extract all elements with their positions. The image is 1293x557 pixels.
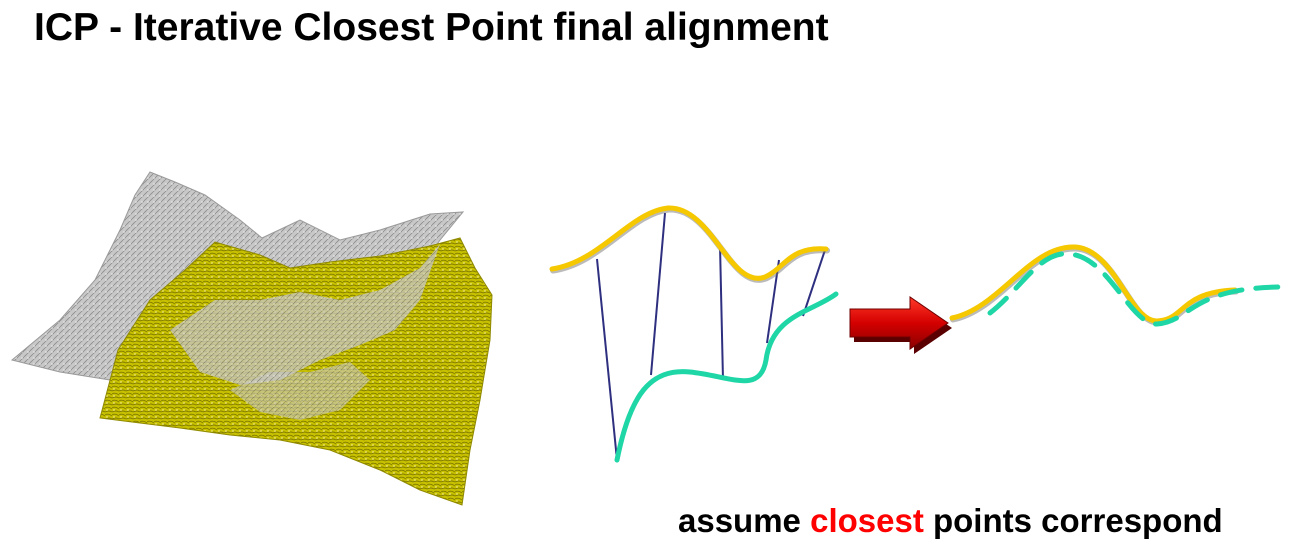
terrain-mesh-icon (12, 172, 492, 505)
data-curve (617, 294, 836, 460)
right-arrow-icon (850, 297, 952, 354)
before-alignment-diagram (552, 208, 836, 460)
correspondence-line (597, 259, 617, 460)
after-alignment-diagram (952, 247, 1280, 324)
caption-prefix: assume (678, 502, 810, 539)
caption-highlight: closest (810, 502, 924, 539)
model-curve (553, 209, 827, 279)
correspondence-line (720, 245, 723, 380)
caption: assume closest points correspond (678, 502, 1223, 540)
correspondence-line (651, 213, 665, 375)
caption-suffix: points correspond (924, 502, 1223, 539)
